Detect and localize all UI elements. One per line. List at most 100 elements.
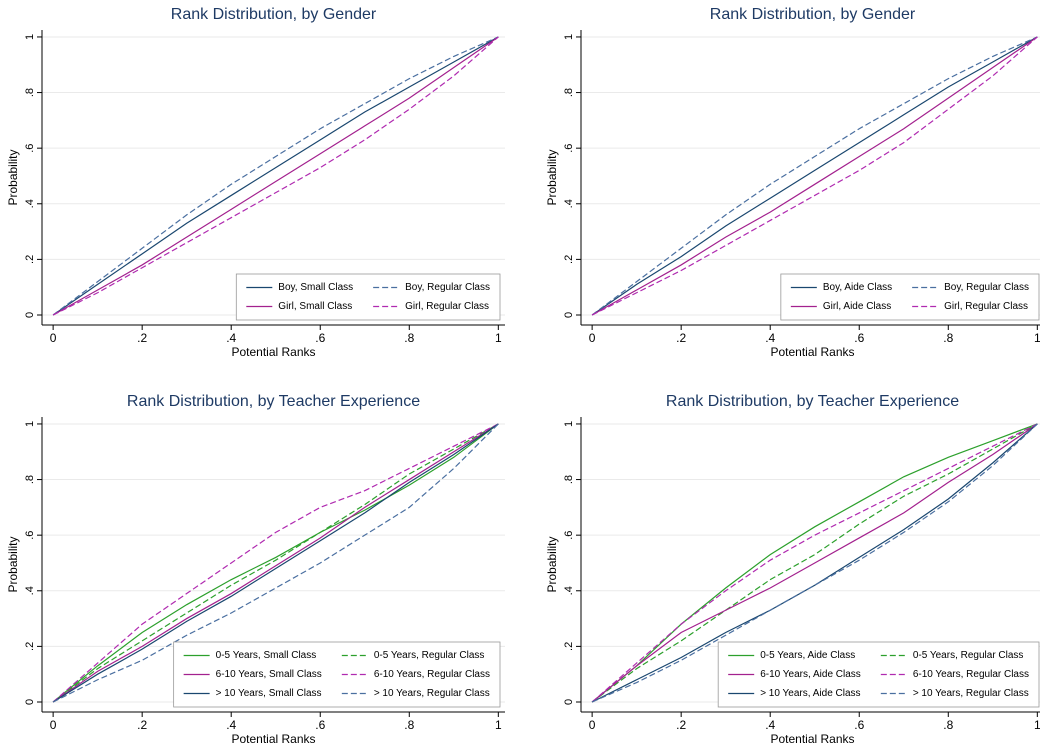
- line-series: [52, 423, 499, 703]
- line-series: [591, 423, 1038, 703]
- legend-label: Boy, Regular Class: [944, 282, 1029, 293]
- line-series: [591, 423, 1038, 703]
- y-tick-label: .4: [24, 199, 36, 208]
- line-series: [591, 36, 1038, 316]
- x-tick-label: .6: [315, 718, 325, 732]
- y-tick-label: .8: [24, 88, 36, 97]
- x-tick-label: .2: [676, 331, 686, 345]
- y-tick-label: 0: [563, 699, 575, 705]
- legend-label: Girl, Regular Class: [405, 301, 489, 312]
- x-tick-label: 1: [495, 718, 502, 732]
- chart-title: Rank Distribution, by Gender: [710, 6, 916, 23]
- legend-box: [173, 641, 501, 708]
- y-tick-label: 0: [24, 312, 36, 318]
- x-axis-title: Potential Ranks: [770, 345, 854, 359]
- y-tick-label: 1: [24, 421, 36, 427]
- chart-title: Rank Distribution, by Teacher Experience: [127, 393, 420, 410]
- y-tick-label: .6: [563, 531, 575, 540]
- y-tick-label: .2: [24, 642, 36, 651]
- line-series: [591, 423, 1038, 703]
- panel: Rank Distribution, by Teacher Experience…: [6, 393, 505, 746]
- y-tick-label: .6: [24, 531, 36, 540]
- y-tick-label: .8: [563, 475, 575, 484]
- legend-label: 6-10 Years, Small Class: [216, 669, 322, 680]
- x-tick-label: 0: [589, 331, 596, 345]
- legend-label: Girl, Aide Class: [823, 301, 891, 312]
- x-tick-label: .4: [765, 331, 775, 345]
- y-tick-label: .8: [24, 475, 36, 484]
- legend-label: 6-10 Years, Regular Class: [913, 669, 1029, 680]
- line-series: [52, 36, 499, 316]
- x-tick-label: .6: [315, 331, 325, 345]
- y-tick-label: .8: [563, 88, 575, 97]
- legend: Boy, Aide Class Boy, Regular Class Girl, A…: [780, 273, 1040, 321]
- legend: Boy, Small Class Boy, Regular Class Girl, …: [235, 273, 501, 321]
- y-tick-label: .4: [563, 586, 575, 595]
- line-series: [52, 423, 499, 703]
- legend-label: 0-5 Years, Regular Class: [374, 650, 485, 661]
- legend-label: Boy, Regular Class: [405, 282, 490, 293]
- x-tick-label: .8: [943, 331, 953, 345]
- chart-title: Rank Distribution, by Teacher Experience: [666, 393, 959, 410]
- panel: Rank Distribution, by Gender 0 .2 .4 .6 .8 1 0.…: [545, 6, 1040, 359]
- x-tick-label: .4: [226, 718, 236, 732]
- y-axis-title: Probability: [545, 149, 559, 205]
- x-tick-label: .6: [854, 331, 864, 345]
- legend-label: 0-5 Years, Aide Class: [760, 650, 855, 661]
- legend-label: > 10 Years, Regular Class: [913, 688, 1029, 699]
- legend-label: 0-5 Years, Small Class: [216, 650, 317, 661]
- line-series: [52, 36, 499, 316]
- legend: 0-5 Years, Aide Class 0-5 Years, Regular …: [717, 641, 1040, 708]
- y-tick-label: .4: [563, 199, 575, 208]
- y-tick-label: .2: [563, 642, 575, 651]
- legend-label: Boy, Small Class: [278, 282, 353, 293]
- y-axis-title: Probability: [6, 536, 20, 592]
- line-series: [52, 423, 499, 703]
- line-series: [591, 423, 1038, 703]
- y-tick-label: 1: [24, 34, 36, 40]
- y-tick-label: 0: [563, 312, 575, 318]
- x-tick-label: 1: [1034, 331, 1040, 345]
- y-tick-label: 1: [563, 421, 575, 427]
- legend-label: 6-10 Years, Aide Class: [760, 669, 861, 680]
- y-tick-label: .6: [24, 144, 36, 153]
- line-series: [52, 423, 499, 703]
- x-tick-label: .2: [676, 718, 686, 732]
- y-tick-label: .6: [563, 144, 575, 153]
- legend-label: 0-5 Years, Regular Class: [913, 650, 1024, 661]
- x-tick-label: .8: [943, 718, 953, 732]
- y-axis-title: Probability: [545, 536, 559, 592]
- x-tick-label: .8: [404, 331, 414, 345]
- legend-label: Boy, Aide Class: [823, 282, 892, 293]
- line-series: [591, 36, 1038, 316]
- legend-label: > 10 Years, Aide Class: [760, 688, 860, 699]
- line-series: [591, 423, 1038, 703]
- legend-label: Girl, Small Class: [278, 301, 352, 312]
- line-series: [52, 36, 499, 316]
- y-tick-label: .2: [563, 255, 575, 264]
- panel: Rank Distribution, by Teacher Experience…: [545, 393, 1040, 746]
- x-axis-title: Potential Ranks: [231, 732, 315, 746]
- legend-label: > 10 Years, Small Class: [216, 688, 322, 699]
- legend: 0-5 Years, Small Class 0-5 Years, Regular…: [173, 641, 501, 708]
- line-series: [591, 423, 1038, 703]
- x-tick-label: .2: [137, 331, 147, 345]
- x-tick-label: 0: [589, 718, 596, 732]
- y-tick-label: 1: [563, 34, 575, 40]
- panel: Rank Distribution, by Gender 0 .2 .4 .6 .8 1 0.…: [6, 6, 505, 359]
- x-tick-label: 0: [50, 718, 57, 732]
- line-series: [52, 423, 499, 703]
- x-tick-label: 0: [50, 331, 57, 345]
- legend-label: Girl, Regular Class: [944, 301, 1028, 312]
- line-series: [52, 423, 499, 703]
- x-tick-label: .8: [404, 718, 414, 732]
- x-axis-title: Potential Ranks: [770, 732, 854, 746]
- legend-label: > 10 Years, Regular Class: [374, 688, 490, 699]
- y-tick-label: 0: [24, 699, 36, 705]
- legend-label: 6-10 Years, Regular Class: [374, 669, 490, 680]
- chart-title: Rank Distribution, by Gender: [171, 6, 377, 23]
- legend-box: [717, 641, 1040, 708]
- x-tick-label: .4: [765, 718, 775, 732]
- line-series: [591, 36, 1038, 316]
